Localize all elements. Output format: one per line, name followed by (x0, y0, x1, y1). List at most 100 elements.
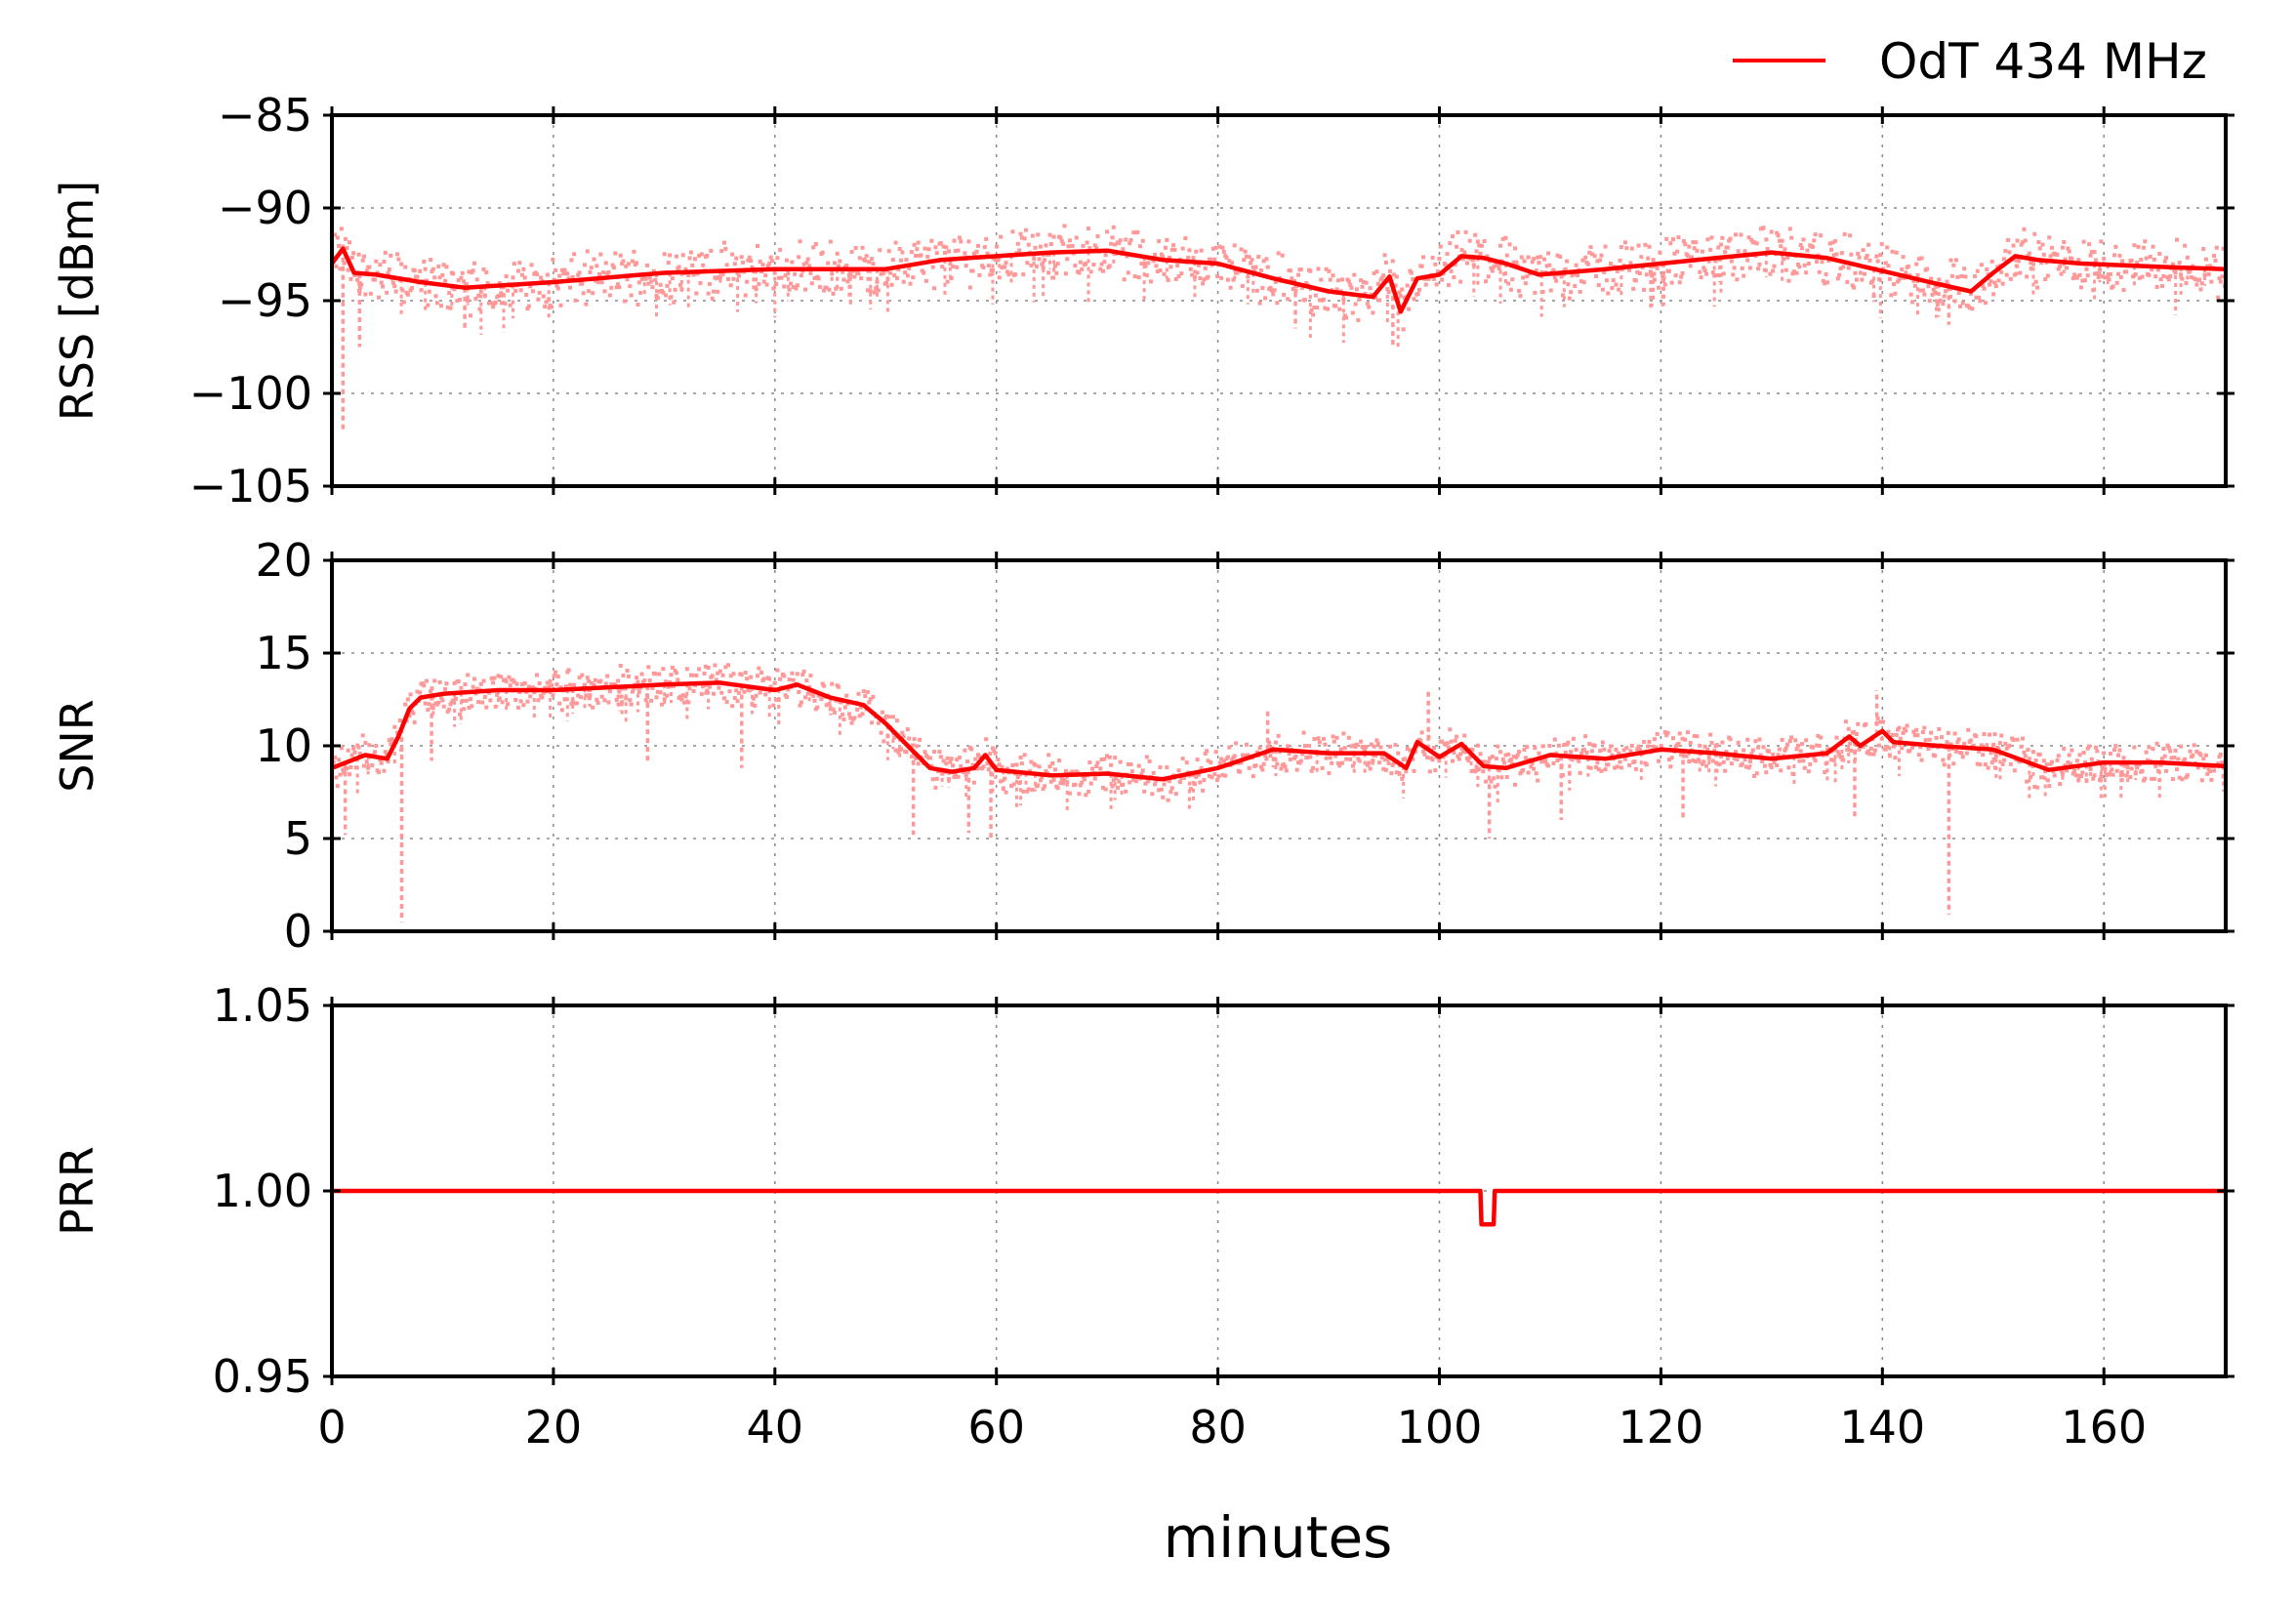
rss-raw-point (783, 273, 788, 278)
snr-raw-point (2183, 757, 2188, 761)
snr-raw-point (594, 697, 599, 702)
rss-raw-point (1757, 262, 1762, 266)
snr-raw-point (1139, 772, 1144, 777)
rss-raw-point (520, 272, 525, 277)
rss-raw-point (349, 255, 354, 260)
rss-raw-point (1235, 270, 1240, 275)
rss-raw-point (2208, 264, 2213, 268)
snr-raw-point (1714, 743, 1719, 748)
snr-raw-point (606, 700, 611, 705)
snr-raw-point (443, 686, 448, 691)
snr-raw-point (1854, 732, 1859, 737)
rss-raw-point (2055, 252, 2060, 257)
rss-raw-point (1922, 292, 1927, 297)
snr-raw-point (782, 674, 787, 678)
rss-raw-point (1831, 253, 1836, 258)
snr-raw-point (753, 703, 758, 708)
rss-raw-point (631, 259, 636, 264)
rss-raw-point (784, 258, 789, 263)
snr-raw-point (774, 697, 779, 702)
rss-raw-point (2006, 237, 2011, 242)
rss-raw-point (1354, 287, 1359, 292)
y-tick-label: 0.95 (213, 1350, 312, 1403)
snr-raw-point (1050, 760, 1055, 765)
rss-raw-point (1190, 272, 1195, 277)
snr-raw-point (2216, 761, 2221, 766)
rss-raw-point (1769, 229, 1774, 234)
rss-raw-point (2136, 244, 2141, 249)
snr-raw-point (1704, 763, 1709, 768)
rss-raw-point (1875, 259, 1880, 264)
rss-raw-point (1212, 257, 1217, 262)
snr-raw-point (1459, 746, 1464, 751)
snr-raw-point (1768, 762, 1773, 767)
rss-raw-point (1592, 254, 1597, 259)
rss-raw-point (845, 279, 850, 284)
rss-raw-point (878, 248, 882, 253)
snr-raw-point (680, 693, 685, 698)
snr-raw-point (1696, 758, 1701, 762)
snr-raw-point (1732, 756, 1737, 760)
rss-raw-point (1768, 271, 1773, 276)
rss-raw-point (803, 287, 807, 292)
snr-raw-point (956, 774, 961, 779)
snr-raw-point (1500, 758, 1505, 762)
rss-raw-point (1367, 305, 1372, 309)
snr-raw-point (639, 672, 644, 676)
rss-raw-point (981, 265, 986, 269)
rss-raw-point (2152, 257, 2156, 262)
rss-raw-point (1739, 232, 1743, 237)
rss-raw-point (1860, 277, 1865, 282)
rss-raw-point (876, 288, 881, 293)
rss-raw-point (1694, 240, 1699, 245)
snr-raw-point (1981, 753, 1986, 758)
rss-raw-point (832, 261, 837, 266)
rss-raw-point (2056, 266, 2061, 271)
snr-raw-point (1357, 758, 1362, 763)
snr-raw-point (1082, 777, 1086, 782)
rss-raw-point (1747, 266, 1752, 270)
rss-raw-point (694, 291, 699, 296)
rss-raw-point (790, 260, 795, 265)
rss-raw-point (1908, 292, 1913, 297)
rss-raw-point (2214, 245, 2219, 250)
rss-raw-point (1118, 238, 1123, 243)
rss-raw-point (1276, 251, 1281, 256)
rss-raw-point (1999, 269, 2004, 274)
rss-raw-point (1033, 245, 1038, 250)
rss-raw-point (1563, 266, 1568, 271)
snr-raw-point (988, 752, 993, 757)
snr-raw-point (1977, 749, 1982, 754)
rss-raw-point (1558, 254, 1563, 259)
snr-raw-point (1571, 736, 1576, 741)
rss-raw-point (1867, 258, 1872, 263)
rss-raw-point (1121, 247, 1126, 252)
snr-raw-point (1234, 741, 1239, 746)
snr-raw-point (1668, 764, 1673, 769)
snr-raw-point (415, 689, 420, 694)
rss-raw-point (1273, 279, 1278, 284)
snr-raw-point (995, 764, 1000, 769)
snr-raw-point (1983, 762, 1988, 767)
rss-raw-point (1210, 246, 1215, 251)
rss-raw-point (822, 288, 827, 293)
snr-raw-point (1750, 748, 1755, 753)
snr-raw-point (1956, 737, 1961, 742)
rss-raw-point (1508, 287, 1513, 292)
rss-raw-point (2132, 243, 2137, 248)
snr-raw-point (397, 718, 402, 723)
rss-raw-point (477, 307, 482, 311)
rss-raw-point (1541, 257, 1546, 262)
snr-raw-point (1126, 761, 1130, 766)
rss-raw-point (1992, 280, 1997, 285)
rss-raw-point (2170, 262, 2175, 266)
rss-raw-point (1664, 236, 1669, 241)
snr-raw-point (1365, 762, 1370, 767)
snr-raw-point (731, 672, 736, 676)
rss-raw-point (765, 264, 770, 268)
snr-raw-point (1014, 762, 1019, 767)
snr-raw-point (682, 700, 687, 705)
snr-raw-point (565, 670, 570, 675)
snr-raw-point (1287, 752, 1292, 757)
